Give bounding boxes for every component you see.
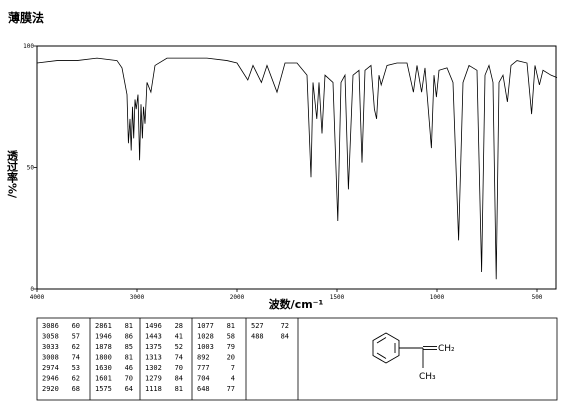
y-axis-label: 透过率%/ [6,150,19,199]
peak-transmittance: 62 [72,343,80,351]
structure [372,332,437,368]
peak-wavenumber: 2861 [95,322,112,330]
peak-transmittance: 46 [125,364,133,372]
x-tick-label: 500 [532,294,543,301]
peak-transmittance: 58 [227,333,235,341]
peak-wavenumber: 3008 [42,354,59,362]
peak-wavenumber: 1118 [145,385,162,393]
peak-transmittance: 53 [72,364,80,372]
peak-transmittance: 68 [72,385,80,393]
peak-transmittance: 85 [125,343,133,351]
peak-transmittance: 4 [231,375,235,383]
peak-wavenumber: 3086 [42,322,59,330]
peak-transmittance: 20 [227,354,235,362]
peak-wavenumber: 1313 [145,354,162,362]
peak-transmittance: 7 [231,364,235,372]
bond [376,337,387,344]
x-tick-label: 1500 [330,294,345,301]
peak-transmittance: 81 [227,322,235,330]
peak-wavenumber: 527 [251,322,264,330]
benzene-ring [372,332,400,364]
peak-wavenumber: 1630 [95,364,112,372]
peak-wavenumber: 1800 [95,354,112,362]
peak-wavenumber: 1077 [197,322,214,330]
peak-wavenumber: 1375 [145,343,162,351]
peak-wavenumber: 892 [197,354,210,362]
peak-wavenumber: 1601 [95,375,112,383]
structure-label: CH₃ [419,372,436,382]
page-title: 薄膜法 [8,10,44,25]
peak-wavenumber: 704 [197,375,210,383]
peak-transmittance: 72 [281,322,289,330]
peak-wavenumber: 1028 [197,333,214,341]
x-tick-label: 2000 [230,294,245,301]
peak-transmittance: 84 [175,375,183,383]
peak-transmittance: 70 [125,375,133,383]
peak-wavenumber: 1946 [95,333,112,341]
peak-wavenumber: 1443 [145,333,162,341]
y-tick-label: 50 [27,165,35,172]
spectrum-line [36,57,558,280]
peak-transmittance: 62 [72,375,80,383]
peak-wavenumber: 3033 [42,343,59,351]
x-tick-label: 4000 [30,294,45,301]
peak-transmittance: 41 [175,333,183,341]
bond [376,352,387,359]
peak-transmittance: 81 [175,385,183,393]
y-tick-label: 100 [23,43,34,50]
peak-wavenumber: 648 [197,385,210,393]
peak-transmittance: 57 [72,333,80,341]
x-tick-label: 1000 [430,294,445,301]
y-tick-label: 0 [30,286,34,293]
peak-transmittance: 81 [125,354,133,362]
peak-transmittance: 28 [175,322,183,330]
peak-transmittance: 81 [125,322,133,330]
peak-wavenumber: 1279 [145,375,162,383]
table-frame [36,317,558,401]
peak-wavenumber: 1575 [95,385,112,393]
peak-wavenumber: 1302 [145,364,162,372]
peak-transmittance: 74 [175,354,183,362]
peak-transmittance: 74 [72,354,80,362]
x-axis-label: 波数/cm⁻¹ [269,297,324,311]
peak-wavenumber: 3058 [42,333,59,341]
peak-transmittance: 77 [227,385,235,393]
peak-wavenumber: 1496 [145,322,162,330]
peak-wavenumber: 2946 [42,375,59,383]
peak-wavenumber: 2920 [42,385,59,393]
peak-wavenumber: 2974 [42,364,59,372]
peak-transmittance: 64 [125,385,133,393]
peak-transmittance: 79 [227,343,235,351]
peak-transmittance: 84 [281,333,289,341]
peak-transmittance: 70 [175,364,183,372]
peak-wavenumber: 1003 [197,343,214,351]
peak-transmittance: 60 [72,322,80,330]
peak-transmittance: 86 [125,333,133,341]
plot-frame [36,45,557,290]
x-tick-label: 3000 [130,294,145,301]
peak-wavenumber: 1878 [95,343,112,351]
peak-wavenumber: 777 [197,364,210,372]
peak-wavenumber: 488 [251,333,264,341]
peak-transmittance: 52 [175,343,183,351]
structure-label: CH₂ [438,344,455,354]
